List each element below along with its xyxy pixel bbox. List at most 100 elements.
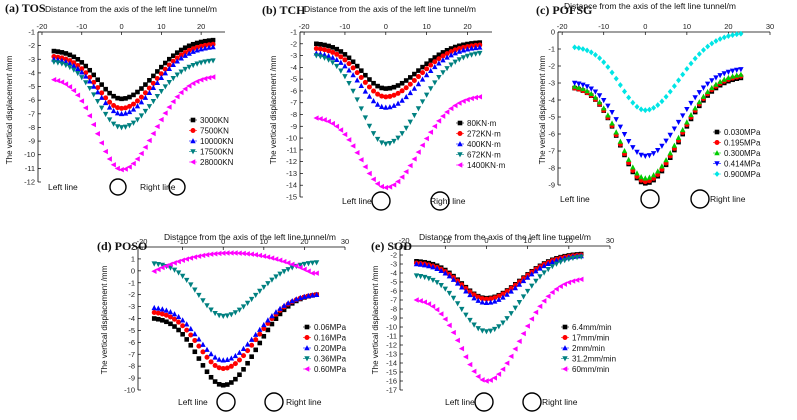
data-point <box>432 80 438 86</box>
data-point <box>444 109 450 115</box>
data-point <box>714 161 720 167</box>
data-point <box>471 368 477 375</box>
data-point <box>580 85 586 92</box>
data-point <box>194 40 200 46</box>
data-point <box>281 307 287 313</box>
data-point <box>159 306 166 312</box>
data-point <box>224 313 230 319</box>
data-point <box>202 59 208 65</box>
data-point <box>399 88 405 94</box>
data-point <box>621 132 628 138</box>
legend-label: 0.06MPa <box>314 323 347 332</box>
data-point <box>184 321 190 327</box>
data-point <box>459 306 465 313</box>
data-point <box>163 60 168 66</box>
data-point <box>529 271 535 277</box>
data-point <box>557 283 563 290</box>
data-point <box>289 261 295 268</box>
data-point <box>570 255 576 262</box>
data-point <box>613 117 619 123</box>
data-point <box>244 341 251 347</box>
data-point <box>86 113 93 119</box>
data-point <box>210 58 216 64</box>
y-tick-label: -4 <box>390 269 397 278</box>
data-point <box>325 57 332 63</box>
data-point <box>553 261 560 267</box>
y-tick-label: -10 <box>124 386 135 395</box>
data-point <box>79 60 85 65</box>
y-tick-label: -5 <box>548 113 555 122</box>
data-point <box>565 279 572 286</box>
data-point <box>304 345 310 351</box>
data-point <box>734 31 740 38</box>
data-point <box>301 266 307 273</box>
data-point <box>432 59 438 65</box>
data-point <box>178 89 184 96</box>
data-point <box>700 85 707 91</box>
data-point <box>265 281 271 287</box>
data-point <box>504 291 510 297</box>
x-tick-label: -20 <box>37 22 48 31</box>
x-axis-label: Distance from the axis of the left line … <box>564 1 736 11</box>
data-point <box>313 291 320 297</box>
data-point <box>277 311 283 317</box>
data-point <box>387 93 393 99</box>
data-point <box>717 73 723 79</box>
data-point <box>383 104 389 110</box>
data-point <box>596 99 603 105</box>
data-point <box>245 348 251 354</box>
data-point <box>118 110 125 117</box>
data-point <box>479 377 485 383</box>
data-point <box>232 361 238 367</box>
legend-label: 80KN·m <box>467 119 497 128</box>
data-point <box>399 80 405 86</box>
data-point <box>155 69 160 74</box>
data-point <box>476 94 483 100</box>
data-point <box>170 61 176 68</box>
x-tick-label: 0 <box>643 22 647 31</box>
data-point <box>378 183 385 190</box>
data-point <box>688 111 694 118</box>
data-point <box>301 261 308 268</box>
data-point <box>106 117 113 123</box>
legend-label: 2mm/min <box>572 344 605 353</box>
data-point <box>277 305 283 311</box>
data-point <box>155 305 161 311</box>
data-point <box>421 299 428 305</box>
data-point <box>164 319 169 325</box>
data-point <box>257 288 263 294</box>
data-point <box>249 342 255 348</box>
data-point <box>159 262 166 268</box>
data-point <box>680 71 686 78</box>
data-point <box>479 328 486 334</box>
data-point <box>440 53 446 59</box>
data-point <box>638 174 644 180</box>
data-point <box>103 86 108 92</box>
data-point <box>134 98 140 104</box>
left-tunnel-circle <box>371 191 391 211</box>
data-point <box>362 164 368 170</box>
data-point <box>580 46 586 52</box>
y-tick-label: -5 <box>28 82 35 91</box>
data-point <box>684 65 690 72</box>
y-tick-label: -2 <box>128 290 135 299</box>
data-point <box>55 60 61 66</box>
data-point <box>407 162 413 169</box>
data-point <box>730 32 736 38</box>
data-point <box>220 313 226 320</box>
data-point <box>94 89 101 95</box>
y-tick-label: -7 <box>28 109 35 118</box>
data-point <box>621 147 628 154</box>
data-point <box>134 117 141 123</box>
data-point <box>688 100 694 107</box>
data-point <box>572 44 578 51</box>
data-point <box>659 143 665 149</box>
data-point <box>102 111 109 118</box>
data-point <box>224 382 230 387</box>
right-tunnel-circle <box>430 191 450 211</box>
data-point <box>51 48 57 54</box>
data-point <box>383 141 389 147</box>
chart-panel-e: (e) SOD Distance from the axis of the lef… <box>371 232 616 412</box>
data-point <box>162 70 169 76</box>
data-point <box>504 316 510 322</box>
